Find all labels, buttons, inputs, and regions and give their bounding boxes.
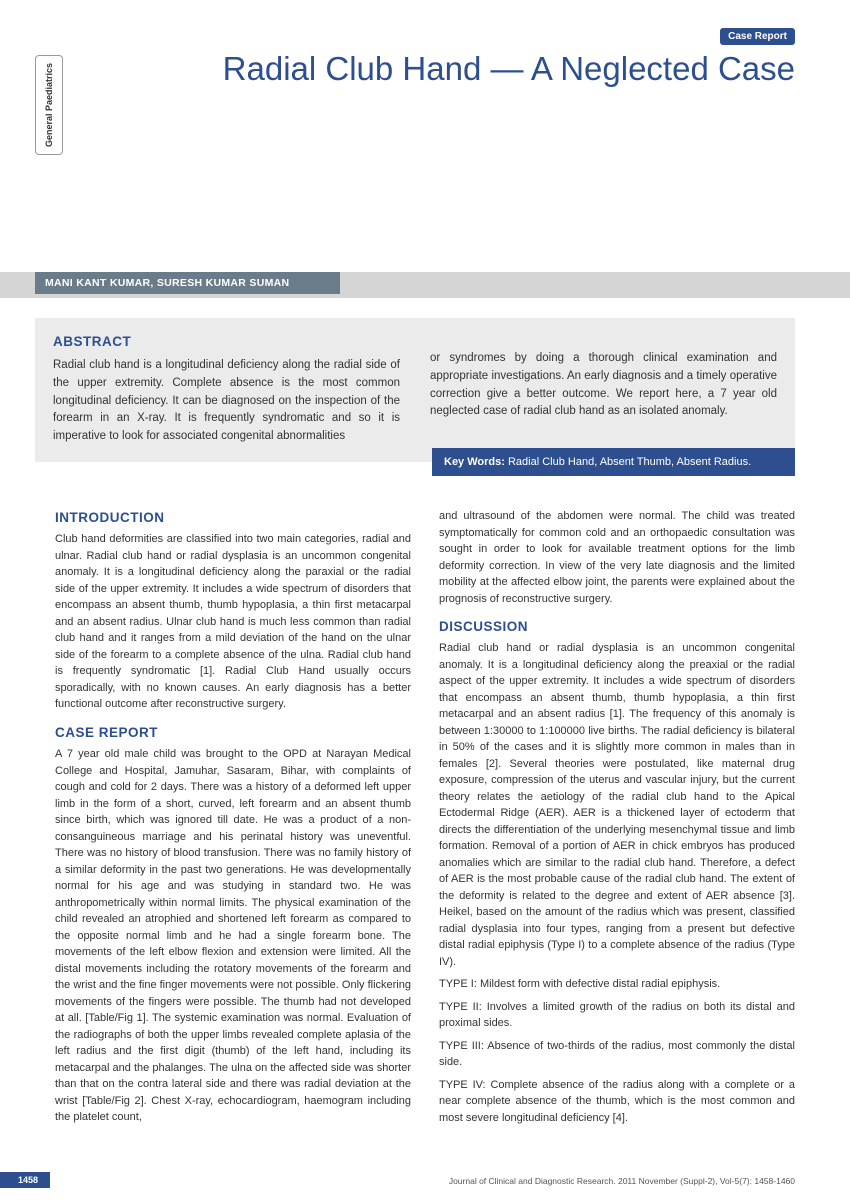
body-col-right: and ultrasound of the abdomen were norma… — [439, 508, 795, 1162]
keywords-bar: Key Words: Radial Club Hand, Absent Thum… — [432, 448, 795, 476]
author-names: MANI KANT KUMAR, SURESH KUMAR SUMAN — [35, 272, 340, 294]
keywords-label: Key Words: — [444, 456, 505, 468]
journal-footer: Journal of Clinical and Diagnostic Resea… — [449, 1176, 795, 1186]
type-3: TYPE III: Absence of two-thirds of the r… — [439, 1038, 795, 1071]
discussion-heading: DISCUSSION — [439, 617, 795, 637]
abstract-col-left: ABSTRACT Radial club hand is a longitudi… — [53, 332, 400, 446]
page-number: 1458 — [0, 1172, 50, 1188]
type-1: TYPE I: Mildest form with defective dist… — [439, 976, 795, 993]
abstract-text-right: or syndromes by doing a thorough clinica… — [430, 352, 777, 417]
case-report-heading: CASE REPORT — [55, 723, 411, 743]
abstract-text-left: Radial club hand is a longitudinal defic… — [53, 359, 400, 442]
abstract-col-right: or syndromes by doing a thorough clinica… — [430, 332, 777, 446]
keywords-text: Radial Club Hand, Absent Thumb, Absent R… — [505, 456, 751, 468]
case-report-text: A 7 year old male child was brought to t… — [55, 746, 411, 1126]
introduction-heading: INTRODUCTION — [55, 508, 411, 528]
body-columns: INTRODUCTION Club hand deformities are c… — [55, 508, 795, 1162]
article-title: Radial Club Hand — A Neglected Case — [223, 50, 795, 88]
case-continuation-text: and ultrasound of the abdomen were norma… — [439, 508, 795, 607]
discussion-text: Radial club hand or radial dysplasia is … — [439, 640, 795, 970]
abstract-heading: ABSTRACT — [53, 332, 400, 353]
category-tab: General Paediatrics — [35, 55, 63, 155]
body-col-left: INTRODUCTION Club hand deformities are c… — [55, 508, 411, 1162]
category-tab-label: General Paediatrics — [44, 63, 54, 147]
introduction-text: Club hand deformities are classified int… — [55, 531, 411, 713]
type-2: TYPE II: Involves a limited growth of th… — [439, 999, 795, 1032]
abstract-box: ABSTRACT Radial club hand is a longitudi… — [35, 318, 795, 462]
type-4: TYPE IV: Complete absence of the radius … — [439, 1077, 795, 1127]
case-report-badge: Case Report — [720, 28, 795, 45]
